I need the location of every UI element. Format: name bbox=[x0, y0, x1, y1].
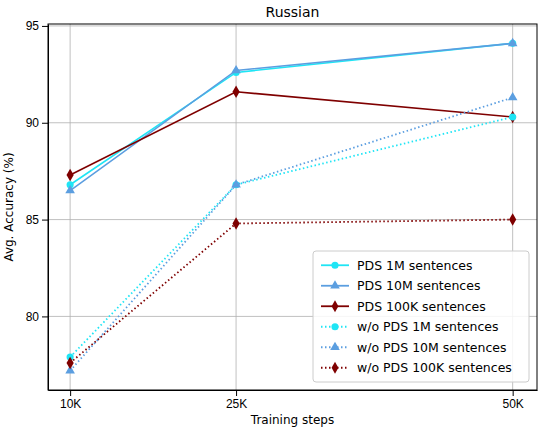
marker bbox=[508, 38, 518, 46]
series-line bbox=[70, 43, 513, 190]
marker bbox=[509, 213, 516, 225]
series bbox=[67, 86, 517, 182]
grid-line bbox=[48, 25, 537, 26]
tick: 10K bbox=[60, 390, 81, 411]
legend-label: PDS 10M sentences bbox=[357, 278, 480, 293]
marker bbox=[232, 217, 239, 229]
series-line bbox=[70, 117, 513, 357]
tick-label: 95 bbox=[26, 19, 40, 33]
tick-label: 50K bbox=[502, 397, 523, 411]
legend-marker bbox=[330, 280, 340, 288]
tick-mark bbox=[42, 123, 48, 124]
tick-mark bbox=[42, 220, 48, 221]
legend-label: w/o PDS 100K sentences bbox=[357, 360, 512, 375]
y-axis-title: Avg. Accuracy (%) bbox=[2, 152, 16, 261]
series-line bbox=[70, 98, 513, 371]
tick-mark bbox=[70, 390, 71, 396]
marker bbox=[232, 86, 239, 98]
legend-label: w/o PDS 10M sentences bbox=[357, 340, 507, 355]
series-line bbox=[70, 220, 513, 363]
legend-marker bbox=[331, 262, 338, 269]
series-group bbox=[65, 38, 517, 374]
tick-mark bbox=[513, 390, 514, 396]
grid-line bbox=[48, 122, 537, 123]
marker bbox=[67, 169, 74, 181]
marker bbox=[65, 185, 75, 193]
legend-item: w/o PDS 1M sentences bbox=[321, 319, 499, 334]
legend-marker bbox=[332, 362, 339, 374]
x-axis-title: Training steps bbox=[250, 413, 334, 427]
marker bbox=[508, 92, 518, 100]
series bbox=[67, 40, 517, 189]
grid-line bbox=[70, 24, 71, 390]
legend-marker bbox=[332, 300, 339, 312]
tick: 50K bbox=[502, 390, 523, 411]
tick-label: 85 bbox=[26, 213, 40, 227]
tick: 25K bbox=[226, 390, 247, 411]
legend-label: PDS 100K sentences bbox=[357, 299, 486, 314]
tick-label: 10K bbox=[60, 397, 81, 411]
marker bbox=[231, 179, 241, 187]
marker bbox=[231, 65, 241, 73]
tick: 90 bbox=[26, 116, 48, 130]
legend-marker bbox=[331, 323, 338, 330]
legend-item: w/o PDS 100K sentences bbox=[321, 360, 512, 375]
tick-label: 25K bbox=[226, 397, 247, 411]
chart: 10K 25K 50K 80 85 90 95 PDS 1M sentences PDS 10M… bbox=[0, 0, 544, 432]
series bbox=[65, 92, 517, 373]
tick: 80 bbox=[26, 310, 48, 324]
plot-area: 10K 25K 50K 80 85 90 95 PDS 1M sentences PDS 10M… bbox=[26, 19, 538, 410]
title: Russian bbox=[266, 4, 320, 20]
legend-item: PDS 10M sentences bbox=[321, 278, 480, 293]
tick: 95 bbox=[26, 19, 48, 33]
legend-item: w/o PDS 10M sentences bbox=[321, 340, 507, 355]
plot-frame bbox=[48, 24, 537, 390]
legend-label: w/o PDS 1M sentences bbox=[357, 319, 499, 334]
series bbox=[65, 38, 517, 193]
marker bbox=[509, 111, 516, 123]
legend-item: PDS 100K sentences bbox=[321, 299, 486, 314]
marker bbox=[509, 113, 516, 120]
series-line bbox=[70, 92, 513, 175]
tick-mark bbox=[236, 390, 237, 396]
marker bbox=[67, 357, 74, 369]
legend-box bbox=[313, 251, 529, 382]
legend-marker bbox=[330, 342, 340, 350]
tick: 85 bbox=[26, 213, 48, 227]
x-axis: 10K 25K 50K bbox=[49, 390, 538, 411]
tick-mark bbox=[42, 316, 48, 317]
series bbox=[67, 113, 517, 360]
grid-line bbox=[236, 24, 237, 390]
series bbox=[67, 213, 517, 369]
y-axis: 80 85 90 95 bbox=[26, 19, 49, 390]
tick-label: 80 bbox=[26, 310, 40, 324]
tick-label: 90 bbox=[26, 116, 40, 130]
tick-mark bbox=[42, 26, 48, 27]
legend-label: PDS 1M sentences bbox=[357, 258, 473, 273]
legend-item: PDS 1M sentences bbox=[321, 258, 473, 273]
legend: PDS 1M sentences PDS 10M sentences PDS 100… bbox=[313, 251, 529, 382]
grid bbox=[48, 24, 537, 390]
